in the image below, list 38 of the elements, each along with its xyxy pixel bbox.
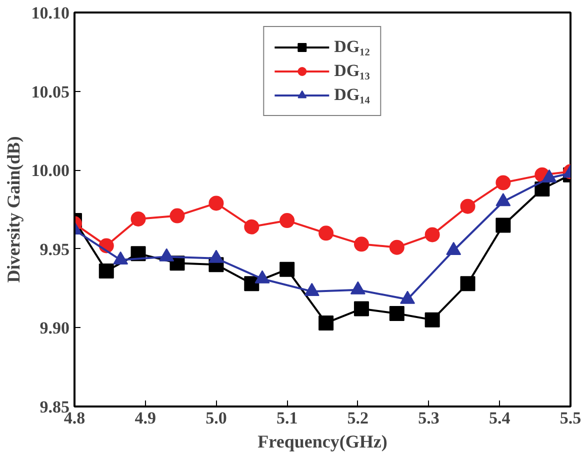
y-tick-label: 10.10 bbox=[31, 4, 70, 22]
x-tick-label: 5.3 bbox=[418, 408, 440, 428]
x-tick-label: 5.4 bbox=[489, 408, 511, 428]
point bbox=[280, 262, 295, 277]
y-tick-label: 10.05 bbox=[31, 82, 70, 102]
point bbox=[244, 219, 260, 234]
point bbox=[460, 276, 476, 292]
point bbox=[534, 182, 550, 197]
point bbox=[318, 226, 334, 241]
point bbox=[496, 218, 511, 233]
y-tick-label: 10.00 bbox=[31, 161, 70, 180]
point bbox=[280, 213, 295, 228]
point bbox=[98, 263, 114, 278]
point bbox=[208, 196, 224, 211]
point bbox=[496, 175, 511, 190]
point bbox=[354, 301, 369, 316]
legend-label: DG₁₃ bbox=[334, 61, 370, 81]
y-tick-label: 9.90 bbox=[40, 318, 70, 338]
point bbox=[424, 227, 440, 242]
point bbox=[354, 236, 369, 252]
x-tick-label: 5.5 bbox=[560, 408, 582, 428]
legend-label: DG₁₄ bbox=[334, 85, 370, 105]
point bbox=[424, 312, 440, 328]
y-axis-title: Diversity Gain(dB) bbox=[3, 136, 24, 283]
point bbox=[460, 198, 476, 214]
point bbox=[318, 315, 334, 330]
legend-label: DG₁₂ bbox=[334, 37, 370, 57]
x-tick-label: 5.1 bbox=[276, 408, 298, 428]
point bbox=[244, 276, 260, 292]
x-tick-label: 5.0 bbox=[206, 408, 227, 428]
y-tick-label: 9.95 bbox=[40, 240, 70, 259]
point bbox=[389, 306, 404, 322]
point bbox=[389, 240, 404, 255]
x-tick-label: 5.2 bbox=[347, 408, 369, 428]
point bbox=[130, 211, 146, 226]
x-tick-label: 4.9 bbox=[134, 408, 156, 428]
x-axis-title: Frequency(GHz) bbox=[258, 432, 388, 452]
point bbox=[170, 208, 185, 224]
